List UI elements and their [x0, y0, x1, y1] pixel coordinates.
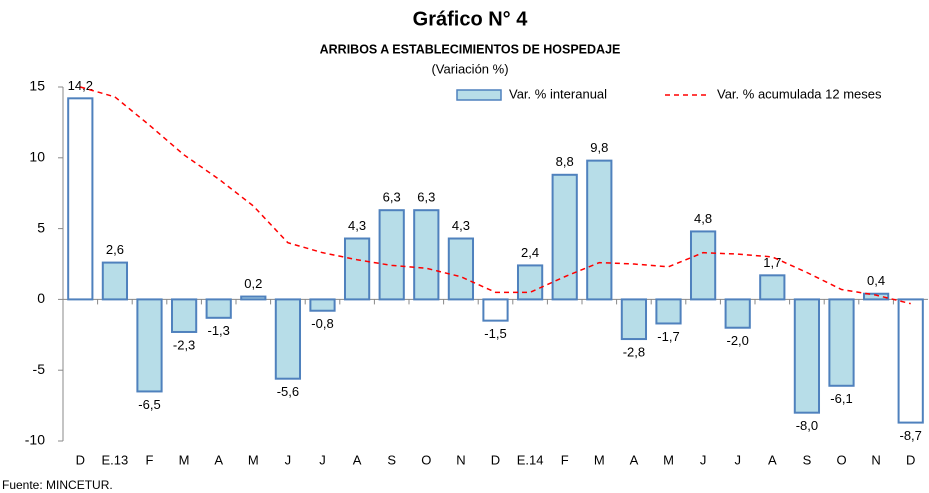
bar: [101, 261, 129, 301]
value-label: -8,7: [899, 428, 921, 443]
x-tick-label: D: [906, 452, 915, 467]
value-label: 0,2: [244, 276, 262, 291]
x-tick-label: O: [836, 452, 846, 467]
bar: [759, 274, 786, 301]
value-label: 2,6: [106, 242, 124, 257]
legend-swatch: [456, 89, 502, 101]
value-label: 0,4: [867, 273, 885, 288]
value-label: 2,4: [521, 245, 539, 260]
y-tick-label: 5: [37, 219, 45, 235]
bar: [447, 237, 475, 301]
x-tick-label: O: [421, 452, 431, 467]
x-tick-label: M: [594, 452, 605, 467]
value-label: -6,1: [830, 391, 852, 406]
value-label: -8,0: [796, 418, 818, 433]
x-tick-label: N: [456, 452, 465, 467]
y-tick-label: -10: [25, 432, 45, 448]
bar: [274, 298, 302, 380]
x-tick-label: M: [179, 452, 190, 467]
x-tick-label: A: [353, 452, 362, 467]
x-tick-label: S: [803, 452, 812, 467]
legend-label: Var. % interanual: [509, 86, 607, 101]
bar: [170, 298, 198, 333]
bar: [897, 298, 924, 424]
value-label: 4,3: [348, 218, 366, 233]
bar: [828, 298, 855, 387]
bar: [793, 298, 821, 414]
value-label: 8,8: [556, 154, 574, 169]
bar: [689, 230, 717, 301]
x-tick-label: N: [871, 452, 880, 467]
value-label: -0,8: [311, 316, 333, 331]
value-label: -5,6: [277, 384, 299, 399]
x-tick-label: F: [561, 452, 569, 467]
bar: [309, 298, 336, 312]
value-label: 6,3: [417, 190, 435, 205]
value-label: 4,8: [694, 211, 712, 226]
value-label: 14,2: [68, 78, 93, 93]
bar: [620, 298, 648, 341]
value-label: -1,5: [484, 326, 506, 341]
value-label: 9,8: [590, 140, 608, 155]
x-tick-label: J: [319, 452, 326, 467]
value-label: -2,3: [173, 337, 195, 352]
x-tick-label: F: [146, 452, 154, 467]
x-tick-label: J: [734, 452, 741, 467]
y-tick-label: 0: [37, 290, 45, 306]
bar: [551, 173, 578, 301]
value-label: -6,5: [138, 397, 160, 412]
x-tick-label: M: [248, 452, 259, 467]
value-label: -1,7: [657, 329, 679, 344]
y-tick-label: -5: [33, 361, 46, 377]
x-tick-label: D: [76, 452, 85, 467]
x-tick-label: E.13: [102, 452, 129, 467]
unit-label: (Variación %): [431, 61, 508, 76]
bar: [67, 97, 94, 301]
x-tick-label: J: [700, 452, 707, 467]
x-tick-label: A: [214, 452, 223, 467]
x-tick-label: E.14: [517, 452, 544, 467]
value-label: 4,3: [452, 218, 470, 233]
y-tick-label: 10: [29, 149, 45, 165]
chart-title: Gráfico N° 4: [413, 8, 529, 30]
chart-subtitle: ARRIBOS A ESTABLECIMIENTOS DE HOSPEDAJE: [320, 42, 621, 56]
x-tick-label: D: [491, 452, 500, 467]
value-label: 6,3: [383, 190, 401, 205]
bar: [136, 298, 163, 393]
bar: [516, 264, 544, 301]
x-tick-label: J: [285, 452, 292, 467]
value-label: -1,3: [207, 323, 229, 338]
bar: [482, 298, 509, 322]
bar: [240, 295, 267, 301]
bar: [413, 209, 440, 301]
legend-label: Var. % acumulada 12 meses: [717, 86, 882, 101]
x-tick-label: A: [630, 452, 639, 467]
x-tick-label: S: [387, 452, 396, 467]
bar: [655, 298, 682, 325]
bar: [378, 209, 405, 301]
line-series: [80, 86, 911, 305]
value-label: -2,0: [726, 333, 748, 348]
bar: [343, 237, 371, 301]
source-note: Fuente: MINCETUR.: [2, 478, 113, 492]
bar: [724, 298, 751, 329]
x-tick-label: M: [663, 452, 674, 467]
bar: [205, 298, 232, 319]
bar: [862, 292, 890, 301]
y-tick-label: 15: [29, 78, 45, 94]
bar: [586, 159, 613, 301]
x-tick-label: A: [768, 452, 777, 467]
value-label: -2,8: [623, 344, 645, 359]
